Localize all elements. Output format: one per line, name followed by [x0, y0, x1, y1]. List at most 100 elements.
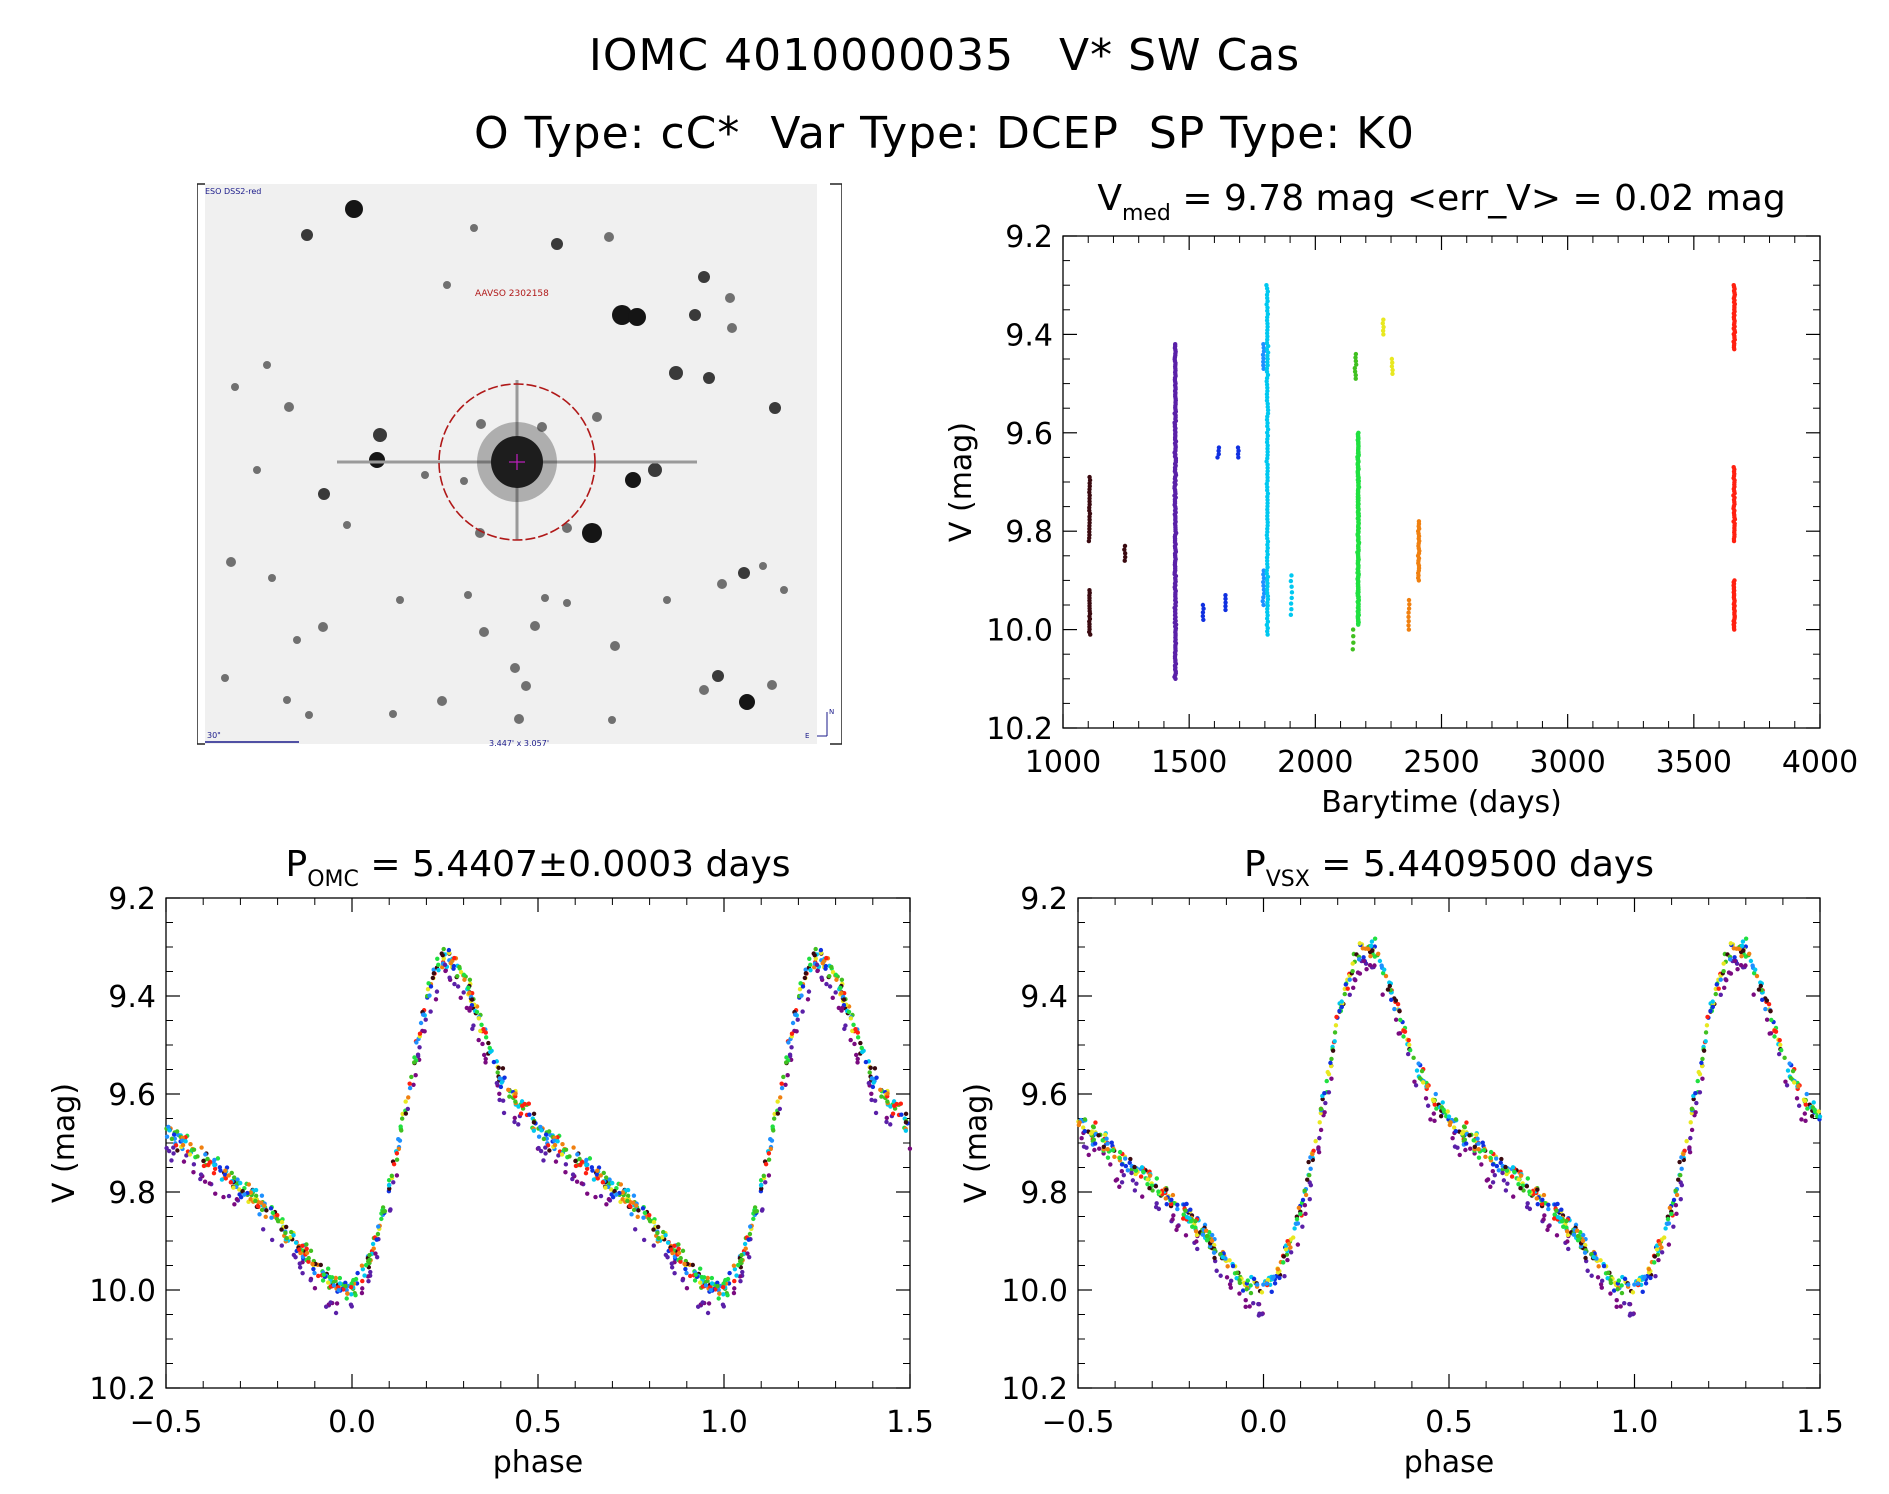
data-point: [1727, 957, 1733, 962]
data-point: [1260, 352, 1266, 357]
data-point: [1511, 1167, 1516, 1172]
data-point: [1289, 595, 1294, 601]
data-point: [1173, 599, 1179, 605]
data-point: [1326, 1071, 1332, 1077]
data-point: [1316, 1150, 1322, 1155]
data-point: [743, 1235, 749, 1241]
data-point: [572, 1173, 577, 1179]
data-point: [855, 1035, 861, 1040]
data-point: [1731, 510, 1737, 516]
data-point: [235, 1198, 241, 1203]
data-point: [1484, 1178, 1489, 1183]
data-point: [283, 1237, 289, 1242]
data-point: [1419, 1077, 1424, 1082]
data-point: [607, 1181, 613, 1186]
data-point: [1264, 590, 1270, 596]
data-point: [191, 1162, 197, 1167]
data-point: [303, 1249, 308, 1254]
data-point: [792, 1012, 798, 1017]
data-point: [172, 1130, 177, 1135]
data-point: [1192, 1240, 1197, 1245]
data-point: [294, 1240, 299, 1245]
field-star: [699, 685, 709, 695]
data-point: [699, 1274, 704, 1280]
data-point: [622, 1188, 628, 1193]
data-point: [1583, 1242, 1588, 1248]
data-point: [1796, 1103, 1802, 1108]
data-point: [167, 1127, 172, 1133]
data-point: [1173, 583, 1178, 588]
data-point: [544, 1130, 549, 1135]
data-point: [453, 956, 459, 961]
data-point: [327, 1280, 332, 1285]
data-point: [1355, 568, 1361, 573]
data-point: [1372, 936, 1378, 941]
data-point: [1256, 1313, 1262, 1318]
data-point: [1681, 1155, 1686, 1161]
data-point: [1172, 379, 1178, 384]
data-point: [1608, 1278, 1613, 1283]
data-point: [500, 1098, 506, 1103]
data-point: [184, 1153, 189, 1158]
data-point: [840, 998, 846, 1004]
data-point: [1563, 1240, 1568, 1245]
data-point: [1253, 1281, 1258, 1286]
data-point: [792, 1009, 797, 1015]
data-point: [1643, 1281, 1649, 1286]
data-point: [1318, 1106, 1324, 1112]
data-point: [1356, 447, 1361, 452]
data-point: [1580, 1239, 1585, 1245]
data-point: [1611, 1288, 1617, 1293]
data-point: [1209, 1245, 1215, 1251]
data-point: [1173, 573, 1179, 579]
data-point: [1087, 502, 1092, 507]
data-point: [1431, 1111, 1437, 1116]
field-star: [293, 636, 301, 644]
data-point: [256, 1204, 261, 1210]
data-point: [1212, 1258, 1218, 1264]
data-point: [1356, 601, 1361, 607]
data-point: [500, 1078, 505, 1084]
data-point: [1732, 525, 1737, 531]
data-point: [1370, 948, 1375, 953]
data-point: [1206, 1233, 1211, 1239]
data-point: [1200, 1230, 1206, 1235]
data-point: [1264, 488, 1270, 493]
data-point: [1356, 525, 1361, 531]
data-point: [260, 1202, 265, 1208]
data-point: [863, 1059, 869, 1065]
data-point: [1742, 945, 1747, 950]
data-point: [1103, 1131, 1108, 1136]
data-point: [1534, 1196, 1539, 1201]
data-point: [1732, 305, 1737, 310]
data-point: [304, 1257, 309, 1263]
data-point: [1259, 1311, 1265, 1317]
data-point: [1356, 476, 1361, 481]
data-point: [1760, 997, 1765, 1003]
data-point: [1218, 1252, 1223, 1257]
data-point: [1469, 1132, 1474, 1138]
data-point: [1732, 615, 1737, 620]
data-point: [1416, 536, 1421, 541]
data-point: [1355, 591, 1360, 596]
x-tick-label: 1000: [1025, 745, 1101, 780]
data-point: [1355, 524, 1361, 530]
data-point: [1766, 1001, 1772, 1007]
data-point: [651, 1243, 656, 1248]
data-point: [1267, 1282, 1273, 1288]
data-point: [1293, 1221, 1299, 1226]
data-point: [722, 1286, 728, 1292]
data-point: [1172, 570, 1177, 575]
data-point: [1472, 1144, 1477, 1150]
data-point: [1632, 1282, 1637, 1287]
data-point: [313, 1261, 318, 1267]
data-point: [1342, 986, 1347, 992]
data-point: [483, 1056, 488, 1062]
data-point: [476, 1016, 482, 1021]
data-point: [1173, 639, 1178, 644]
data-point: [1289, 590, 1295, 595]
data-point: [1424, 1080, 1429, 1086]
data-point: [766, 1151, 772, 1156]
data-point: [1732, 482, 1737, 487]
data-point: [1705, 1014, 1710, 1020]
